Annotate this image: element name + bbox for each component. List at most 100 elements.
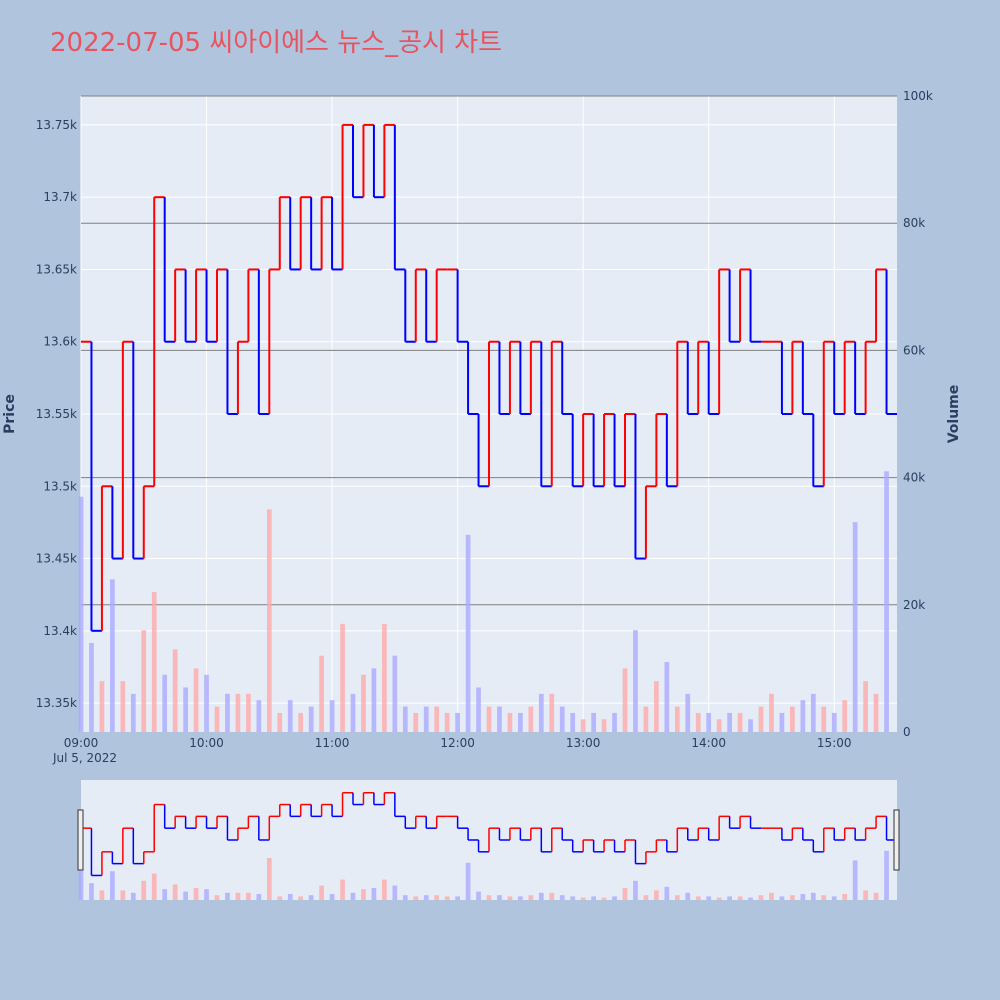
- range-volume-bar: [664, 886, 670, 900]
- range-volume-bar: [842, 894, 848, 900]
- volume-bar: [884, 471, 889, 732]
- volume-bar: [246, 693, 251, 732]
- volume-bar: [277, 712, 283, 732]
- volume-bar: [183, 687, 188, 732]
- range-volume-bar: [465, 862, 471, 900]
- range-volume-bar: [831, 896, 837, 900]
- range-volume-bar: [256, 894, 262, 900]
- range-volume-bar: [162, 889, 168, 900]
- range-volume-bar: [193, 888, 199, 900]
- volume-bar: [633, 630, 638, 732]
- volume-bar: [298, 712, 304, 732]
- range-volume-bar: [654, 890, 659, 900]
- range-volume-bar: [246, 892, 251, 900]
- volume-tick-label: 20k: [903, 598, 925, 612]
- volume-bar: [737, 712, 743, 732]
- volume-bar: [863, 681, 868, 732]
- volume-bar: [172, 649, 178, 732]
- volume-bar: [382, 623, 387, 732]
- range-slider-handle[interactable]: [893, 809, 900, 871]
- range-volume-bar: [455, 896, 460, 900]
- price-tick-label: 13.7k: [43, 190, 77, 204]
- volume-bar: [319, 655, 324, 732]
- range-volume-bar: [852, 860, 858, 900]
- volume-bar: [654, 681, 659, 732]
- volume-bar: [664, 662, 670, 732]
- range-volume-bar: [633, 880, 638, 900]
- range-volume-bar: [298, 896, 304, 900]
- range-volume-bar: [214, 895, 220, 900]
- range-volume-bar: [371, 888, 377, 900]
- volume-tick-label: 100k: [903, 89, 933, 103]
- range-volume-bar: [319, 885, 324, 900]
- range-volume-bar: [674, 895, 680, 900]
- volume-bar: [235, 693, 241, 732]
- range-volume-bar: [800, 894, 806, 900]
- range-volume-bar: [810, 892, 816, 900]
- volume-bar: [402, 706, 408, 732]
- price-tick-label: 13.65k: [36, 262, 77, 276]
- price-tick-label: 13.75k: [36, 118, 77, 132]
- volume-bar: [674, 706, 680, 732]
- time-tick-label: 10:00: [189, 736, 224, 750]
- range-slider-handle[interactable]: [77, 809, 84, 871]
- volume-axis-title: Volume: [946, 385, 962, 444]
- volume-bar: [580, 719, 586, 732]
- volume-bar: [538, 693, 544, 732]
- volume-bar: [214, 706, 220, 732]
- volume-bar: [758, 706, 764, 732]
- volume-bar: [601, 719, 607, 732]
- volume-bar: [120, 681, 126, 732]
- volume-bar: [361, 674, 366, 732]
- volume-tick-label: 0: [903, 725, 911, 739]
- volume-bar: [507, 712, 513, 732]
- range-volume-bar: [695, 896, 701, 900]
- volume-bar: [769, 693, 774, 732]
- volume-bar: [434, 706, 440, 732]
- volume-bar: [151, 592, 157, 732]
- time-tick-label: 15:00: [817, 736, 852, 750]
- range-volume-bar: [591, 896, 596, 900]
- range-volume-bar: [423, 895, 429, 900]
- time-tick-label: 11:00: [315, 736, 350, 750]
- volume-bar: [695, 712, 701, 732]
- range-volume-bar: [402, 895, 408, 900]
- volume-bar: [612, 712, 617, 732]
- range-volume-bar: [821, 895, 827, 900]
- volume-tick-label: 80k: [903, 216, 925, 230]
- range-volume-bar: [873, 892, 879, 900]
- price-tick-label: 13.45k: [36, 552, 77, 566]
- range-volume-bar: [434, 895, 440, 900]
- volume-bar: [204, 674, 209, 732]
- range-volume-bar: [340, 879, 345, 900]
- price-tick-label: 13.35k: [36, 696, 77, 710]
- time-tick-label: 14:00: [691, 736, 726, 750]
- range-volume-bar: [737, 896, 743, 900]
- volume-bar: [130, 693, 136, 732]
- volume-bar: [78, 496, 84, 732]
- volume-tick-label: 40k: [903, 471, 925, 485]
- range-volume-bar: [225, 892, 230, 900]
- range-volume-bar: [130, 892, 136, 900]
- volume-bar: [716, 719, 722, 732]
- time-tick-label: 13:00: [566, 736, 601, 750]
- price-tick-label: 13.5k: [43, 479, 77, 493]
- volume-bar: [476, 687, 481, 732]
- range-volume-bar: [612, 896, 617, 900]
- volume-bar: [444, 712, 450, 732]
- volume-bar: [852, 522, 858, 732]
- volume-bar: [643, 706, 649, 732]
- time-tick-label: 09:00: [64, 736, 99, 750]
- range-volume-bar: [790, 895, 795, 900]
- volume-bar: [570, 712, 576, 732]
- range-volume-bar: [141, 880, 147, 900]
- range-volume-bar: [361, 889, 366, 900]
- chart-title: 2022-07-05 씨아이에스 뉴스_공시 차트: [50, 28, 503, 58]
- volume-bar: [727, 712, 732, 732]
- volume-bar: [685, 693, 691, 732]
- range-volume-bar: [151, 873, 157, 900]
- price-tick-label: 13.55k: [36, 407, 77, 421]
- volume-tick-label: 60k: [903, 343, 925, 357]
- range-volume-bar: [779, 896, 785, 900]
